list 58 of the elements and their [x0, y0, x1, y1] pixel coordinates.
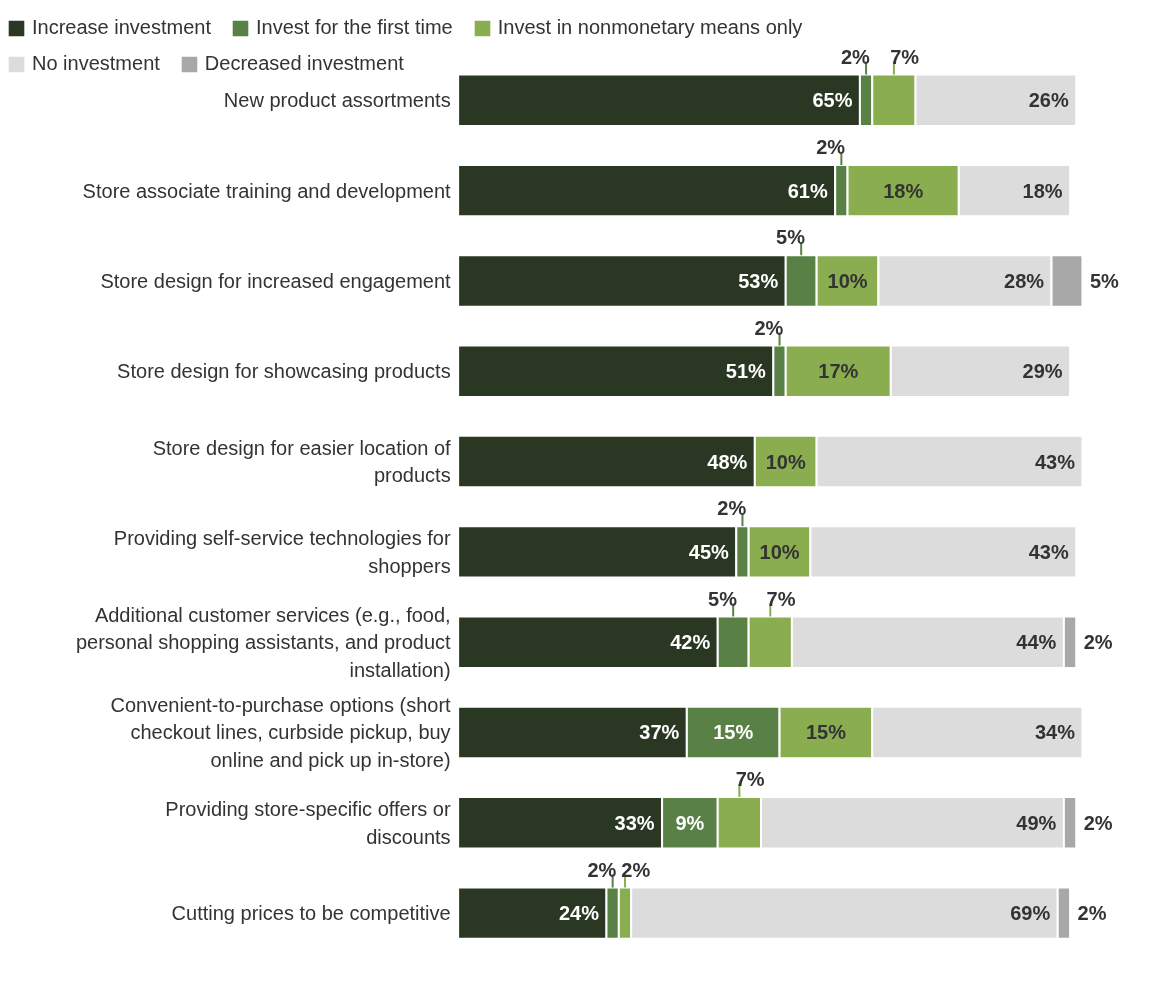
y-tick-label: Providing store-specific offers or discounts	[165, 798, 451, 848]
y-tick-label: New product assortments	[223, 89, 451, 112]
legend-label: Decreased investment	[204, 52, 404, 75]
y-tick-label: Convenient-to-purchase options (short checkout lines, curbside pickup, buy online and pick up in-store)	[110, 694, 452, 771]
data-label: 65%	[812, 89, 853, 112]
data-label: 2%	[621, 858, 651, 881]
data-label: 33%	[614, 811, 655, 834]
data-label: 7%	[890, 45, 920, 68]
data-label: 2%	[754, 316, 784, 339]
data-label: 51%	[725, 360, 767, 383]
data-label: 24%	[558, 902, 600, 925]
legend-label: No investment	[32, 52, 160, 75]
data-label: 18%	[883, 179, 924, 202]
data-label: 44%	[1016, 631, 1057, 654]
data-label: 2%	[717, 497, 747, 520]
data-label: 28%	[1004, 269, 1045, 292]
data-label: 2%	[816, 136, 846, 159]
data-label: 69%	[1010, 902, 1051, 925]
data-label: 37%	[639, 721, 680, 744]
data-label: 15%	[805, 721, 847, 744]
data-label: 5%	[776, 226, 806, 249]
data-label: 5%	[708, 587, 738, 610]
y-tick-label: Providing self-service technologies for shoppers	[113, 527, 451, 577]
data-label: 34%	[1034, 721, 1076, 744]
y-tick-label: Additional customer services (e.g., food, personal shopping assistants, and product installation)	[75, 603, 452, 681]
data-label: 42%	[670, 631, 711, 654]
y-tick-label: Store design for easier location of products	[152, 436, 452, 487]
data-label: 17%	[818, 360, 859, 383]
data-label: 7%	[735, 768, 765, 791]
data-label: 2%	[1083, 631, 1113, 654]
data-label: 2%	[587, 858, 617, 881]
data-label: 5%	[1089, 269, 1120, 292]
data-label: 9%	[675, 811, 705, 834]
data-label: 2%	[1077, 902, 1107, 925]
data-label: 15%	[713, 721, 754, 744]
data-label: 48%	[707, 450, 748, 473]
data-label: 61%	[787, 179, 828, 202]
data-label: 53%	[738, 269, 779, 292]
y-tick-label: Cutting prices to be competitive	[171, 902, 451, 925]
legend-label: Increase investment	[32, 16, 211, 39]
data-label: 18%	[1022, 179, 1063, 202]
y-tick-label: Store design for increased engagement	[100, 269, 452, 292]
data-label: 29%	[1022, 360, 1063, 383]
legend-label: Invest for the first time	[255, 16, 453, 39]
data-label: 7%	[766, 587, 796, 610]
data-label: 49%	[1016, 811, 1057, 834]
data-label: 43%	[1028, 540, 1069, 563]
y-tick-label: Store associate training and development	[82, 179, 452, 202]
y-tick-label: Store design for showcasing products	[117, 360, 451, 383]
data-label: 10%	[759, 540, 800, 563]
data-label: 10%	[827, 269, 868, 292]
legend-label: Invest in nonmonetary means only	[497, 16, 803, 39]
data-label: 45%	[688, 540, 730, 563]
data-label: 2%	[1083, 811, 1113, 834]
data-label: 10%	[765, 450, 806, 473]
data-label: 43%	[1034, 450, 1076, 473]
data-label: 26%	[1028, 89, 1069, 112]
data-label: 2%	[840, 45, 871, 68]
